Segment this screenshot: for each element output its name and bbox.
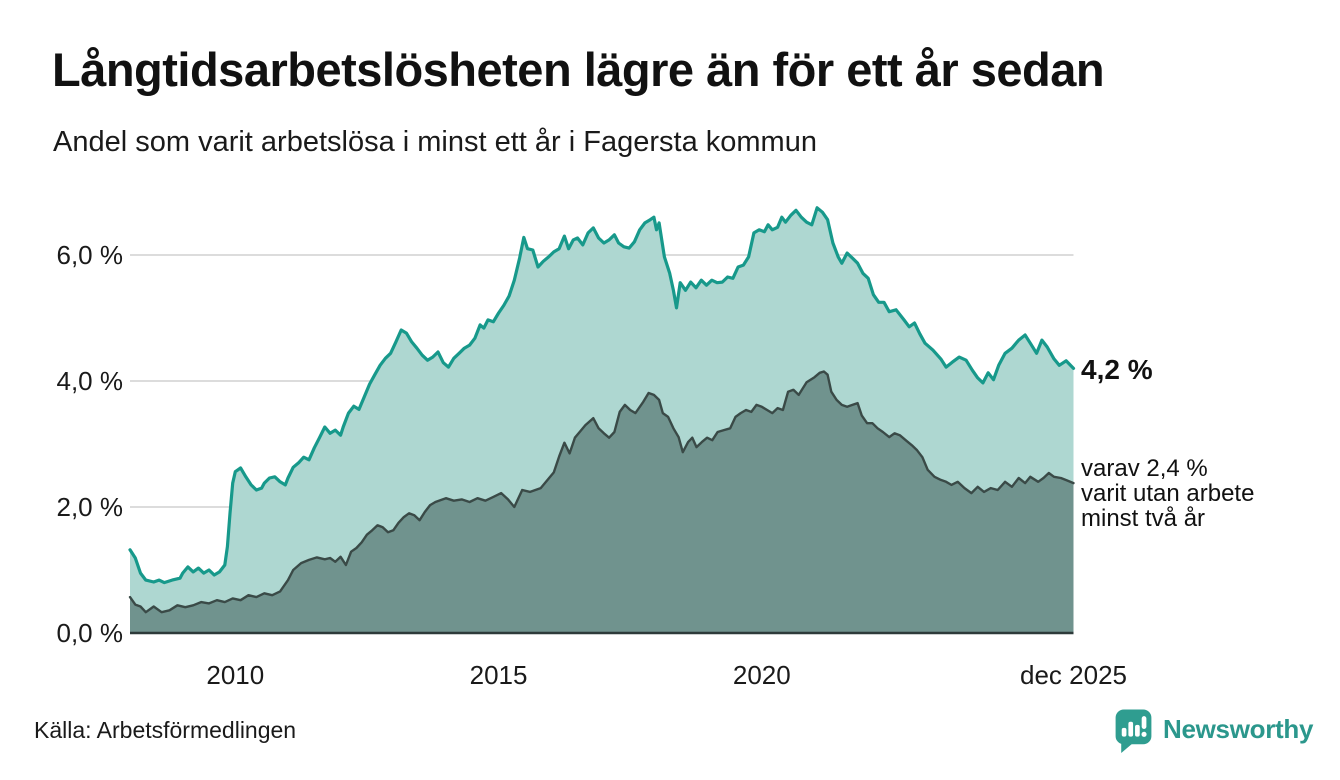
y-axis-tick-label: 4,0 % [56,366,124,396]
newsworthy-logo: Newsworthy [1115,709,1313,754]
newsworthy-wordmark: Newsworthy [1163,714,1314,744]
x-axis-tick-label: dec 2025 [1020,660,1127,690]
source-credit: Källa: Arbetsförmedlingen [34,717,297,743]
x-axis-tick-label: 2015 [469,660,528,690]
series-line-two-years [128,370,1075,614]
chart-subtitle: Andel som varit arbetslösa i minst ett å… [53,126,817,158]
chart-title: Långtidsarbetslösheten lägre än för ett … [52,43,1105,96]
series-line-one-year [128,206,1076,585]
y-axis-tick-label: 2,0 % [56,492,124,522]
secondary-series-annotation: varav 2,4 % varit utan arbete minst två … [1081,456,1254,531]
y-axis-tick-label: 0,0 % [56,618,124,648]
annotation-line-1: varav 2,4 % [1081,455,1208,482]
y-axis-tick-label: 6,0 % [56,240,124,270]
annotation-line-3: minst två år [1081,505,1206,532]
x-axis-tick-label: 2010 [206,660,265,690]
latest-value-label: 4,2 % [1081,354,1153,385]
newsworthy-logo-icon [1115,709,1152,753]
annotation-line-2: varit utan arbete [1081,480,1255,507]
series-area-two-years [130,371,1074,633]
x-axis-tick-label: 2020 [732,660,791,690]
